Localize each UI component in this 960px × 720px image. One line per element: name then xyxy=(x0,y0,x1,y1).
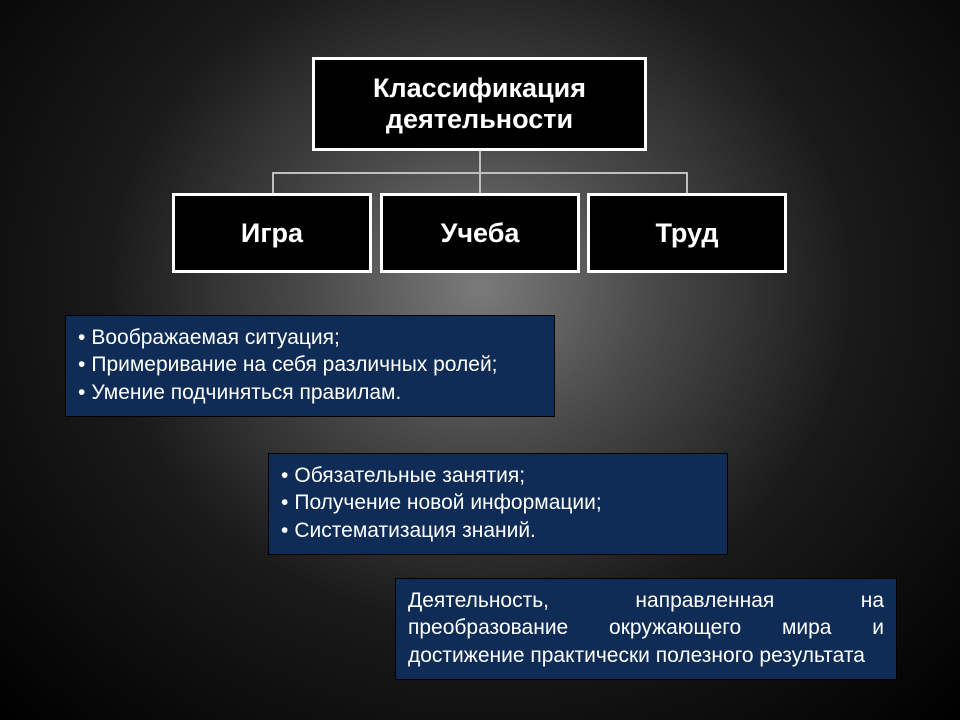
info-box-trud: Деятельность, направленная на преобразов… xyxy=(395,578,897,680)
list-item: Получение новой информации; xyxy=(281,489,715,516)
list-item: Обязательные занятия; xyxy=(281,462,715,489)
tree-child-trud: Труд xyxy=(587,193,787,273)
tree-child-label: Учеба xyxy=(441,218,520,249)
tree-root-node: Классификация деятельности xyxy=(312,57,647,151)
tree-child-label: Игра xyxy=(241,218,303,249)
list-item: Систематизация знаний. xyxy=(281,517,715,544)
tree-child-ucheba: Учеба xyxy=(380,193,580,273)
list-item: Умение подчиняться правилам. xyxy=(78,379,542,406)
info-list: Обязательные занятия; Получение новой ин… xyxy=(281,462,715,544)
slide: Классификация деятельности Игра Учеба Тр… xyxy=(0,0,960,720)
info-list: Воображаемая ситуация; Примеривание на с… xyxy=(78,324,542,406)
connector-child-3 xyxy=(686,172,688,193)
tree-child-label: Труд xyxy=(655,218,718,249)
connector-root-down xyxy=(479,151,481,173)
tree-root-label: Классификация деятельности xyxy=(315,73,644,135)
connector-child-2 xyxy=(479,172,481,193)
info-text: Деятельность, направленная на преобразов… xyxy=(408,589,884,667)
info-box-ucheba: Обязательные занятия; Получение новой ин… xyxy=(268,453,728,555)
tree-child-igra: Игра xyxy=(172,193,372,273)
connector-child-1 xyxy=(272,172,274,193)
info-box-igra: Воображаемая ситуация; Примеривание на с… xyxy=(65,315,555,417)
list-item: Примеривание на себя различных ролей; xyxy=(78,351,542,378)
list-item: Воображаемая ситуация; xyxy=(78,324,542,351)
